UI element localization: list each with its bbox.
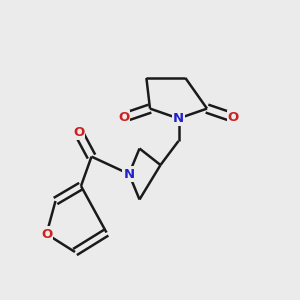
Text: N: N <box>123 167 135 181</box>
Text: O: O <box>41 227 52 241</box>
Text: N: N <box>173 112 184 125</box>
Text: O: O <box>228 111 239 124</box>
Text: O: O <box>118 111 129 124</box>
Text: O: O <box>73 126 84 139</box>
